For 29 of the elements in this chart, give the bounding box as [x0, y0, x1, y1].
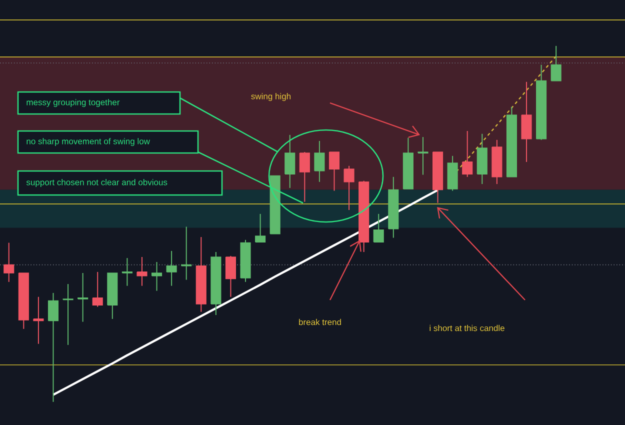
candlestick: [344, 165, 354, 211]
candlestick: [284, 134, 296, 188]
candlestick: [225, 255, 236, 298]
candlestick: [181, 226, 192, 280]
candlestick: [62, 284, 74, 346]
candlestick: [373, 213, 384, 243]
candlestick: [92, 271, 103, 308]
annotation: support chosen not clear and obvious: [26, 179, 168, 187]
candlestick: [521, 81, 532, 162]
annotation: break trend: [299, 318, 341, 326]
annotation: messy grouping together: [26, 99, 120, 107]
candlestick: [122, 258, 132, 286]
candlestick: [166, 250, 177, 286]
candlestick: [33, 296, 44, 344]
candlestick: [78, 272, 88, 322]
candlestick: [418, 136, 428, 176]
annotation: no sharp movement of swing low: [26, 138, 150, 146]
candlestick: [151, 261, 162, 292]
candlestick: [255, 213, 266, 243]
candlestick: [314, 140, 325, 182]
annotation: i short at this candle: [430, 324, 504, 332]
candlestick: [136, 256, 148, 286]
candlestick: [299, 151, 310, 202]
candlestick: [462, 130, 473, 178]
annotation: swing high: [251, 93, 291, 101]
candlestick: [328, 151, 340, 192]
candlestick: [4, 242, 14, 282]
candlestick: [48, 292, 59, 402]
candlestick: [550, 45, 562, 82]
